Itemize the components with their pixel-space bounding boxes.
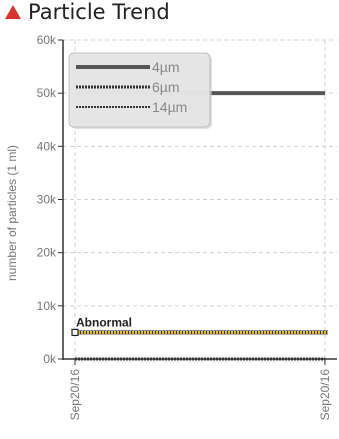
y-axis-ticks: 0k 10k 20k 30k 40k 50k 60k xyxy=(37,33,63,366)
y-tick-label: 10k xyxy=(37,299,57,313)
legend-label-1[interactable]: 4µm xyxy=(152,59,180,75)
threshold-marker xyxy=(71,328,79,337)
y-tick-label: 0k xyxy=(43,352,57,366)
grid-lines xyxy=(63,39,337,359)
threshold-label: Abnormal xyxy=(76,315,132,329)
y-axis-label: number of particles (1 ml) xyxy=(5,145,19,281)
threshold-abnormal: Abnormal xyxy=(71,315,328,337)
legend-box xyxy=(68,52,211,128)
legend-label-2[interactable]: 6µm xyxy=(152,79,180,95)
legend-label-3[interactable]: 14µm xyxy=(152,99,187,115)
y-tick-label: 50k xyxy=(37,86,57,100)
y-tick-label: 30k xyxy=(37,193,57,207)
x-axis-ticks: Sep20/16 Sep20/16 xyxy=(68,359,332,420)
chart-title: Particle Trend xyxy=(28,0,170,24)
x-tick-label: Sep20/16 xyxy=(318,369,332,421)
y-tick-label: 40k xyxy=(37,139,57,153)
x-tick-label: Sep20/16 xyxy=(68,369,82,421)
y-tick-label: 20k xyxy=(37,246,57,260)
legend[interactable]: 4µm 6µm 14µm xyxy=(68,52,212,129)
chart-header: Particle Trend xyxy=(0,0,339,30)
y-tick-label: 60k xyxy=(37,33,57,47)
warning-triangle-icon xyxy=(5,5,21,19)
